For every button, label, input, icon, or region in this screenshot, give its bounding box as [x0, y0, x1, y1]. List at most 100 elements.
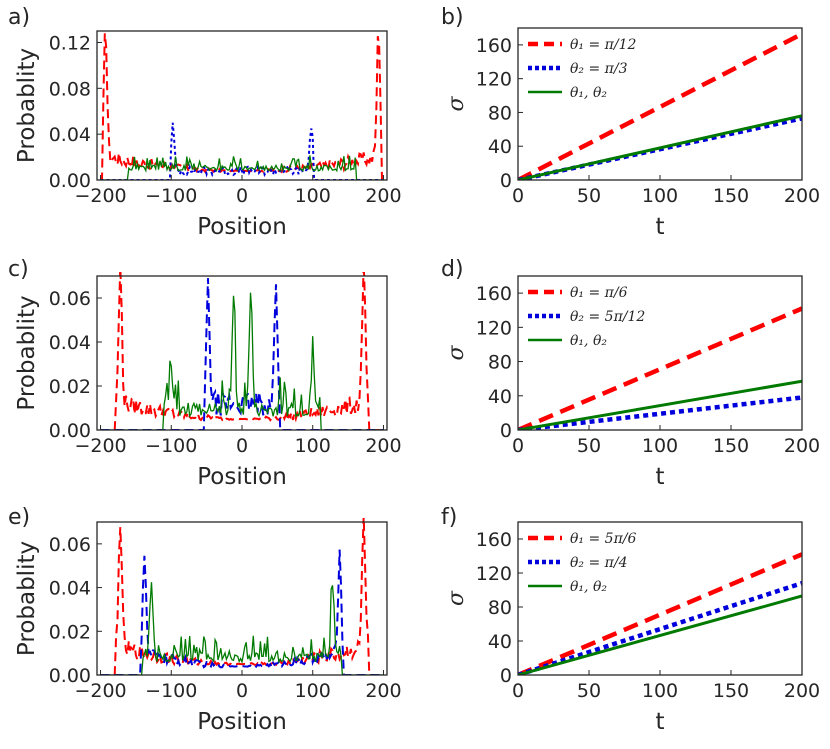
- x-tick-label: 200: [365, 435, 401, 457]
- y-axis-label: Probablity: [14, 541, 40, 656]
- y-tick-label: 0.04: [49, 124, 91, 146]
- x-tick-label: 50: [577, 680, 601, 702]
- x-tick-label: 100: [295, 185, 331, 207]
- legend-label-theta1: θ₁ = 5π/6: [570, 531, 636, 547]
- x-axis-label: t: [655, 214, 664, 240]
- panel-label: f): [441, 505, 457, 530]
- x-tick-label: −200: [74, 185, 126, 207]
- y-tick-label: 0.02: [49, 621, 91, 643]
- series-theta2: [518, 395, 802, 430]
- y-tick-label: 0.00: [49, 170, 91, 192]
- x-tick-label: −100: [145, 435, 197, 457]
- series-group: [100, 33, 384, 180]
- x-tick-label: −200: [74, 435, 126, 457]
- y-tick-label: 0: [500, 420, 512, 442]
- x-tick-label: 0: [512, 435, 524, 457]
- series-theta2: [518, 581, 802, 675]
- x-axis-label: t: [655, 464, 664, 490]
- x-tick-label: 50: [577, 185, 601, 207]
- y-tick-label: 120: [476, 69, 512, 91]
- x-tick-label: 150: [713, 435, 749, 457]
- x-tick-label: 150: [713, 680, 749, 702]
- series-theta1_theta2: [100, 582, 384, 675]
- legend-label-theta2: θ₂ = π/4: [570, 555, 628, 571]
- panel-label: b): [441, 5, 464, 30]
- legend-label-theta1_theta2: θ₁, θ₂: [570, 579, 607, 595]
- x-tick-label: 200: [784, 435, 820, 457]
- x-tick-label: 0: [236, 435, 248, 457]
- x-tick-label: 0: [512, 680, 524, 702]
- y-tick-label: 160: [476, 35, 512, 57]
- y-tick-label: 40: [488, 386, 512, 408]
- y-tick-label: 0.12: [49, 32, 91, 54]
- y-tick-label: 160: [476, 283, 512, 305]
- legend-label-theta1: θ₁ = π/12: [570, 37, 636, 53]
- panel-d: d) 0 50 100 150 200 0 40 80 120 160 t σ θ₁ = π/6 θ₂ = …: [441, 257, 820, 490]
- legend: θ₁ = 5π/6 θ₂ = π/4 θ₁, θ₂: [528, 531, 636, 595]
- series-theta1: [518, 552, 802, 675]
- y-tick-label: 80: [488, 352, 512, 374]
- x-tick-label: 200: [365, 185, 401, 207]
- x-tick-label: 100: [642, 185, 678, 207]
- y-tick-label: 40: [488, 631, 512, 653]
- y-axis-label: Probablity: [14, 48, 40, 163]
- series-theta1: [518, 31, 802, 180]
- y-tick-label: 0: [500, 170, 512, 192]
- series-theta1: [100, 33, 384, 180]
- series-group: [100, 518, 384, 675]
- y-tick-label: 0.04: [49, 332, 91, 354]
- x-tick-label: 200: [784, 185, 820, 207]
- legend-label-theta1_theta2: θ₁, θ₂: [570, 333, 607, 349]
- y-tick-label: 0.02: [49, 376, 91, 398]
- y-tick-label: 160: [476, 529, 512, 551]
- series-theta1_theta2: [518, 594, 802, 675]
- panel-label: e): [8, 505, 30, 530]
- y-tick-label: 120: [476, 317, 512, 339]
- legend: θ₁ = π/12 θ₂ = π/3 θ₁, θ₂: [528, 37, 636, 101]
- series-theta1: [518, 306, 802, 430]
- y-tick-label: 0.04: [49, 578, 91, 600]
- x-axis-label: Position: [197, 214, 287, 240]
- series-theta1_theta2: [100, 292, 384, 430]
- x-tick-label: 200: [784, 680, 820, 702]
- series-group: [518, 306, 802, 430]
- legend-label-theta2: θ₂ = 5π/12: [570, 309, 645, 325]
- y-axis-label: Probablity: [14, 295, 40, 410]
- legend: θ₁ = π/6 θ₂ = 5π/12 θ₁, θ₂: [528, 285, 645, 349]
- x-tick-label: 0: [236, 185, 248, 207]
- x-axis-label: Position: [197, 709, 287, 735]
- x-tick-label: 0: [512, 185, 524, 207]
- series-theta1_theta2: [100, 155, 384, 180]
- x-tick-label: −100: [145, 680, 197, 702]
- legend-label-theta1_theta2: θ₁, θ₂: [570, 85, 607, 101]
- y-tick-label: 0.06: [49, 288, 91, 310]
- y-axis-label: σ: [444, 345, 469, 361]
- y-tick-label: 0: [500, 665, 512, 687]
- y-tick-label: 80: [488, 102, 512, 124]
- series-theta2: [100, 549, 384, 675]
- panel-label: c): [8, 257, 29, 282]
- series-theta2: [100, 122, 384, 180]
- y-tick-label: 0.00: [49, 665, 91, 687]
- series-theta2: [100, 278, 384, 430]
- y-tick-label: 0.06: [49, 534, 91, 556]
- panel-label: a): [8, 5, 30, 30]
- y-axis-label: σ: [444, 96, 469, 112]
- y-tick-label: 120: [476, 563, 512, 585]
- y-tick-label: 0.00: [49, 420, 91, 442]
- x-tick-label: 150: [713, 185, 749, 207]
- series-group: [100, 272, 384, 430]
- series-theta1: [100, 272, 384, 430]
- series-theta1_theta2: [518, 379, 802, 430]
- x-tick-label: 100: [295, 680, 331, 702]
- x-tick-label: 50: [577, 435, 601, 457]
- series-theta1_theta2: [518, 114, 802, 180]
- y-axis-label: σ: [444, 590, 469, 606]
- x-axis-label: t: [655, 709, 664, 735]
- x-tick-label: −100: [145, 185, 197, 207]
- legend-label-theta1: θ₁ = π/6: [570, 285, 628, 301]
- y-tick-label: 80: [488, 597, 512, 619]
- y-tick-label: 0.08: [49, 78, 91, 100]
- series-group: [518, 31, 802, 180]
